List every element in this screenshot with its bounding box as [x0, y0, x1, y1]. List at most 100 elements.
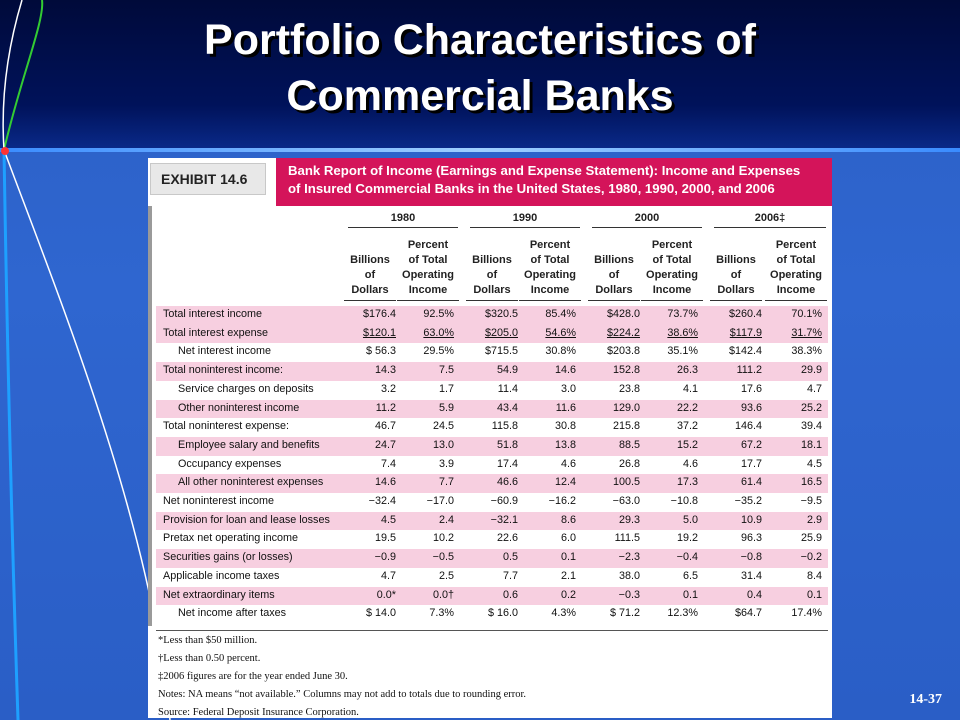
row-value: 67.2	[741, 439, 762, 451]
table-row: Net extraordinary items 0.0* 0.0† 0.6 0.2 −0.…	[156, 587, 828, 606]
exhibit-title: Bank Report of Income (Earnings and Expe…	[288, 162, 828, 198]
exhibit-label-area: EXHIBIT 14.6	[148, 158, 278, 206]
row-value: 7.7	[439, 476, 454, 488]
column-header-rule	[519, 300, 581, 301]
row-value: $ 71.2	[610, 607, 640, 619]
row-value: 73.7%	[667, 308, 698, 320]
row-value: −10.8	[671, 495, 698, 507]
row-value: 0.1	[561, 551, 576, 563]
exhibit-table: EXHIBIT 14.6 Bank Report of Income (Earn…	[148, 158, 832, 718]
row-value: −0.8	[741, 551, 762, 563]
column-header-billions: Billions of Dollars	[344, 253, 396, 298]
column-header-rule	[466, 300, 518, 301]
row-value: 29.5%	[423, 345, 454, 357]
row-value: 14.6	[375, 476, 396, 488]
row-value: 31.4	[741, 570, 762, 582]
row-value: −0.9	[375, 551, 396, 563]
row-value: $224.2	[607, 327, 640, 339]
slide-title-line1: Portfolio Characteristics of	[0, 12, 960, 68]
row-value: 111.2	[737, 364, 762, 376]
row-value: 31.7%	[791, 327, 822, 339]
row-value: 13.8	[555, 439, 576, 451]
row-value: 100.5	[613, 476, 640, 488]
column-header-percent: Percent of Total Operating Income	[765, 238, 827, 298]
footnote: Source: Federal Deposit Insurance Corpor…	[158, 704, 818, 718]
table-row: Applicable income taxes 4.7 2.5 7.7 2.1 38.0 6…	[156, 568, 828, 587]
column-header-rule	[641, 300, 703, 301]
row-value: 12.3%	[667, 607, 698, 619]
row-value: 0.6	[503, 589, 518, 601]
column-header-rule	[765, 300, 827, 301]
row-value: 38.0	[619, 570, 640, 582]
row-value: 10.9	[741, 514, 762, 526]
row-value: 35.1%	[667, 345, 698, 357]
row-value: 4.5	[807, 458, 822, 470]
column-header-rule	[397, 300, 459, 301]
row-value: 37.2	[677, 420, 698, 432]
row-value: 22.2	[677, 402, 698, 414]
row-value: 46.6	[497, 476, 518, 488]
row-value: 15.2	[677, 439, 698, 451]
row-value: 51.8	[497, 439, 518, 451]
row-value: 17.4%	[791, 607, 822, 619]
row-value: $117.9	[730, 327, 762, 339]
row-value: 2.9	[807, 514, 822, 526]
row-value: $ 14.0	[366, 607, 396, 619]
table-row: Total interest income $176.4 92.5% $320.5 85…	[156, 306, 828, 325]
year-header-1990: 1990	[470, 212, 580, 228]
row-value: 38.6%	[667, 327, 698, 339]
row-value: −63.0	[613, 495, 640, 507]
row-value: 12.4	[555, 476, 576, 488]
row-label: Applicable income taxes	[163, 570, 279, 582]
table-row: Occupancy expenses 7.4 3.9 17.4 4.6 26.8 4.6 17…	[156, 456, 828, 475]
row-value: 4.6	[561, 458, 576, 470]
left-strip	[148, 206, 152, 626]
column-header-percent: Percent of Total Operating Income	[519, 238, 581, 298]
row-value: −0.4	[677, 551, 698, 563]
row-value: 17.6	[741, 383, 762, 395]
row-value: $176.4	[363, 308, 396, 320]
row-value: 5.0	[683, 514, 698, 526]
row-value: 4.3%	[551, 607, 576, 619]
column-header-billions: Billions of Dollars	[588, 253, 640, 298]
row-value: 6.5	[683, 570, 698, 582]
footnote: ‡2006 figures are for the year ended Jun…	[158, 668, 818, 686]
table-row: All other noninterest expenses 14.6 7.7 46.…	[156, 474, 828, 493]
exhibit-label: EXHIBIT 14.6	[150, 163, 266, 195]
row-value: 7.5	[439, 364, 454, 376]
row-value: 63.0%	[423, 327, 454, 339]
row-value: 0.0†	[433, 589, 454, 601]
slide-title: Portfolio Characteristics of Commercial …	[0, 12, 960, 124]
row-value: 85.4%	[545, 308, 576, 320]
row-label: Service charges on deposits	[178, 383, 314, 395]
row-label: Net extraordinary items	[163, 589, 275, 601]
row-value: 19.5	[375, 532, 396, 544]
row-value: 11.4	[498, 383, 518, 395]
row-value: 4.1	[683, 383, 698, 395]
row-label: Net noninterest income	[163, 495, 274, 507]
row-value: 11.6	[556, 402, 576, 414]
row-value: 129.0	[613, 402, 640, 414]
row-label: Employee salary and benefits	[178, 439, 320, 451]
row-value: −17.0	[427, 495, 454, 507]
row-value: 3.0	[561, 383, 576, 395]
footnote: †Less than 0.50 percent.	[158, 650, 818, 668]
row-label: Total interest expense	[163, 327, 268, 339]
row-value: 19.2	[677, 532, 698, 544]
row-label: Provision for loan and lease losses	[163, 514, 330, 526]
table-row: Securities gains (or losses) −0.9 −0.5 0.5 0…	[156, 549, 828, 568]
row-value: −9.5	[801, 495, 822, 507]
row-value: −60.9	[491, 495, 518, 507]
row-value: 1.7	[439, 383, 454, 395]
row-label: Pretax net operating income	[163, 532, 298, 544]
row-value: −35.2	[735, 495, 762, 507]
row-value: 14.6	[555, 364, 576, 376]
row-value: 152.8	[613, 364, 640, 376]
year-header-2000: 2000	[592, 212, 702, 228]
column-header-rule	[344, 300, 396, 301]
row-value: 215.8	[613, 420, 640, 432]
row-value: 43.4	[497, 402, 518, 414]
row-value: 96.3	[741, 532, 762, 544]
row-value: 54.9	[497, 364, 518, 376]
row-value: 30.8	[555, 420, 576, 432]
